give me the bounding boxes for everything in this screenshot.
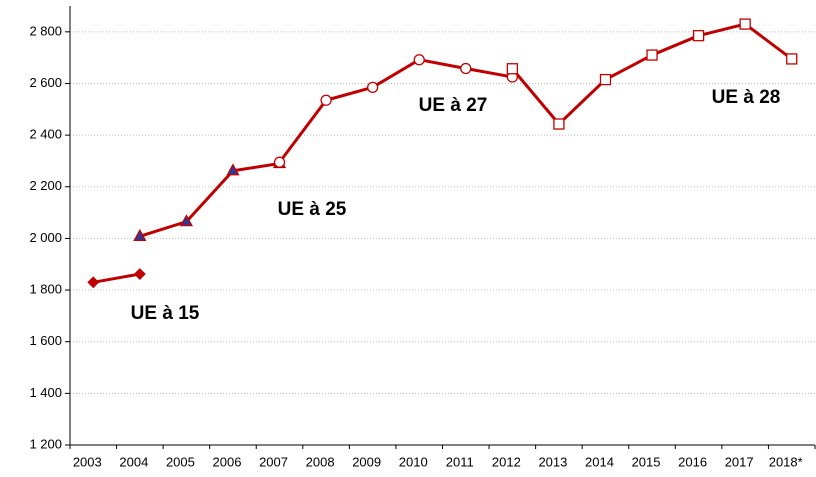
series-line bbox=[93, 272, 141, 284]
series-line bbox=[511, 22, 793, 126]
marker bbox=[646, 49, 658, 61]
marker bbox=[599, 73, 612, 86]
y-tick-label: 1 600 bbox=[29, 333, 62, 348]
y-tick-label: 1 800 bbox=[29, 281, 62, 296]
x-tick-label: 2015 bbox=[632, 454, 661, 469]
marker bbox=[133, 268, 146, 280]
x-tick-label: 2007 bbox=[259, 454, 288, 469]
series-label: UE à 27 bbox=[419, 95, 488, 116]
series-line bbox=[139, 162, 280, 238]
marker bbox=[553, 118, 565, 130]
x-tick-label: 2018* bbox=[769, 454, 803, 469]
x-tick-label: 2011 bbox=[446, 454, 474, 469]
y-tick-label: 2 000 bbox=[29, 230, 62, 245]
x-tick-label: 2006 bbox=[213, 454, 242, 469]
x-tick-label: 2010 bbox=[399, 454, 428, 469]
x-tick-label: 2003 bbox=[73, 454, 102, 469]
x-tick-label: 2005 bbox=[166, 454, 195, 469]
marker bbox=[320, 94, 332, 106]
marker bbox=[87, 276, 100, 289]
series-label: UE à 15 bbox=[131, 303, 200, 324]
marker bbox=[786, 53, 798, 65]
y-tick-label: 2 400 bbox=[29, 127, 62, 142]
y-tick-label: 2 600 bbox=[29, 75, 62, 90]
series-label: UE à 25 bbox=[278, 199, 347, 220]
marker bbox=[460, 62, 472, 75]
x-tick-label: 2016 bbox=[678, 454, 707, 469]
x-tick-label: 2017 bbox=[725, 454, 754, 469]
series-label: UE à 28 bbox=[712, 87, 781, 108]
y-tick-label: 1 200 bbox=[29, 436, 62, 451]
marker bbox=[692, 30, 705, 42]
x-tick-label: 2009 bbox=[352, 454, 381, 469]
marker bbox=[226, 163, 240, 176]
x-tick-label: 2013 bbox=[538, 454, 567, 469]
marker bbox=[133, 228, 147, 241]
marker bbox=[506, 63, 518, 75]
x-tick-label: 2012 bbox=[492, 454, 521, 469]
y-tick-label: 2 200 bbox=[29, 178, 62, 193]
marker bbox=[273, 156, 286, 168]
y-tick-label: 2 800 bbox=[29, 23, 62, 38]
x-tick-label: 2014 bbox=[585, 454, 614, 469]
x-tick-label: 2008 bbox=[306, 454, 335, 469]
marker bbox=[367, 81, 379, 93]
x-tick-label: 2004 bbox=[119, 454, 148, 469]
marker bbox=[739, 18, 751, 30]
y-tick-label: 1 400 bbox=[29, 385, 62, 400]
series-line bbox=[278, 58, 513, 164]
marker bbox=[413, 54, 425, 66]
marker bbox=[179, 214, 194, 227]
